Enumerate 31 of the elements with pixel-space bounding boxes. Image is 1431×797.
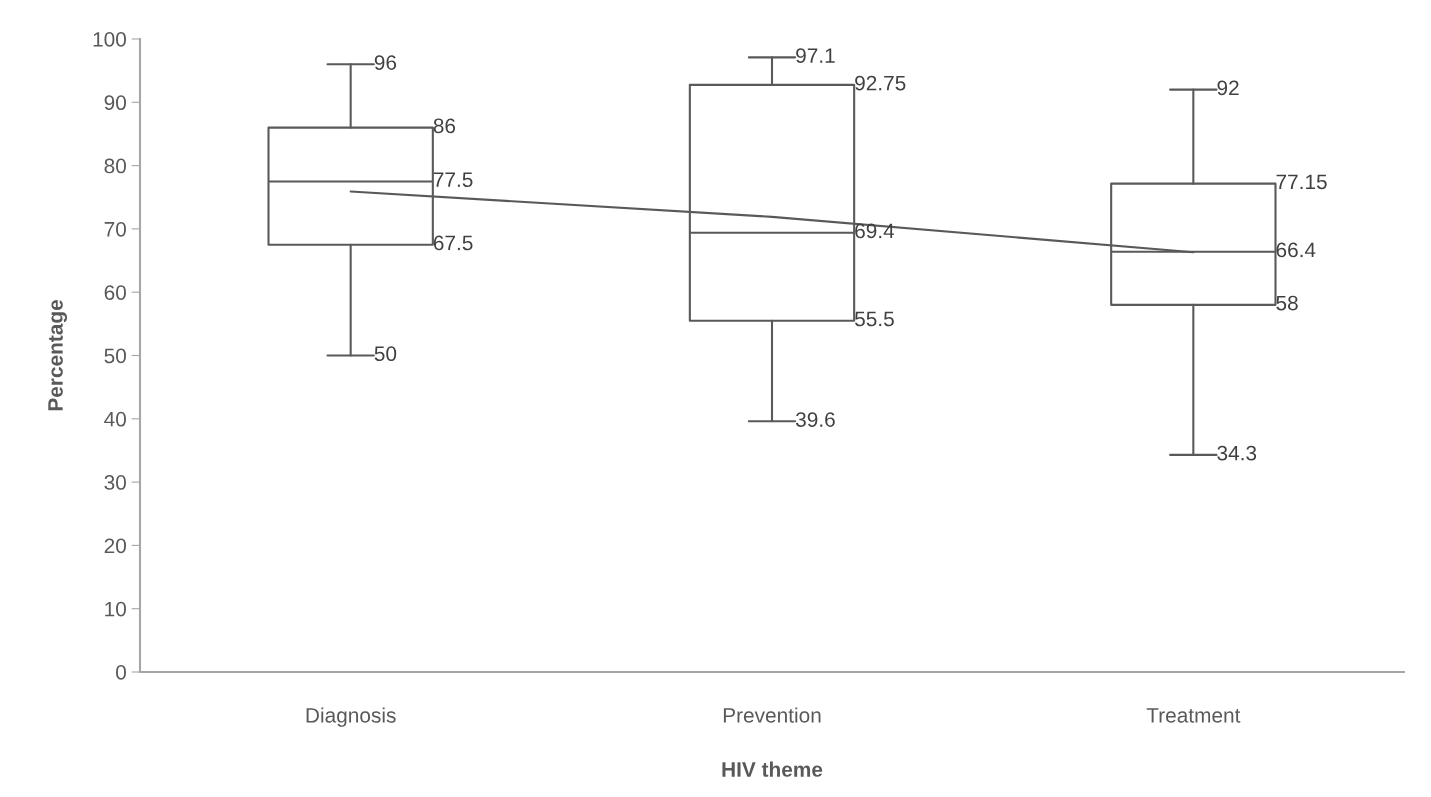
annotation: 97.1 bbox=[796, 48, 835, 63]
y-tick-label: 70 bbox=[104, 221, 126, 237]
annotation: 55.5 bbox=[854, 311, 894, 327]
annotation: 77.15 bbox=[1276, 174, 1327, 190]
annotation: 34.3 bbox=[1217, 445, 1257, 461]
annotation: 96 bbox=[374, 55, 397, 70]
x-tick-label: Diagnosis bbox=[306, 707, 396, 727]
y-tick-label: 40 bbox=[104, 411, 126, 427]
annotation: 39.6 bbox=[795, 412, 835, 427]
y-tick-label: 80 bbox=[104, 158, 126, 174]
annotation: 69.4 bbox=[855, 223, 895, 239]
annotation: 67.5 bbox=[433, 235, 473, 251]
annotation: 86 bbox=[433, 118, 456, 134]
y-tick-label: 20 bbox=[104, 538, 126, 554]
y-tick-label: 30 bbox=[104, 475, 126, 490]
y-tick-label: 50 bbox=[104, 348, 126, 364]
annotation: 58 bbox=[1276, 295, 1298, 311]
y-axis-title: Percentage bbox=[48, 300, 68, 411]
annotation: 66.4 bbox=[1276, 242, 1316, 258]
annotation: 50 bbox=[374, 346, 397, 362]
annotation: 92 bbox=[1217, 80, 1239, 96]
y-tick-label: 0 bbox=[116, 665, 126, 680]
annotation: 77.5 bbox=[433, 172, 473, 188]
x-axis-title: HIV theme bbox=[722, 761, 823, 777]
y-tick-label: 10 bbox=[105, 601, 126, 617]
annotation: 92.75 bbox=[855, 75, 906, 91]
y-tick-label: 100 bbox=[93, 32, 126, 47]
x-tick-label: Prevention bbox=[723, 707, 821, 723]
y-tick-label: 90 bbox=[104, 95, 126, 111]
y-tick-label: 60 bbox=[104, 285, 126, 300]
x-tick-label: Treatment bbox=[1146, 708, 1241, 723]
